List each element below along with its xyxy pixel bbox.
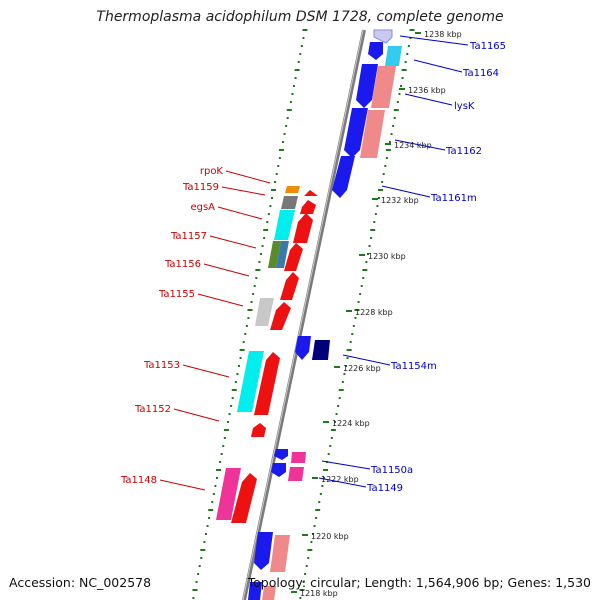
gene-ta1157-b[interactable] <box>276 241 289 268</box>
label-ta1165[interactable]: Ta1165 <box>469 41 506 52</box>
scale-tick-label: 1232 kbp <box>381 196 419 205</box>
right-labels: Ta1165 Ta1164 lysK Ta1162 Ta1161m Ta1154… <box>366 41 506 494</box>
scale-tick-label: 1222 kbp <box>321 475 359 484</box>
label-egsa[interactable]: egsA <box>190 202 215 213</box>
scale-tick-label: 1230 kbp <box>368 252 406 261</box>
label-lysk[interactable]: lysK <box>454 101 475 112</box>
label-ta1155[interactable]: Ta1155 <box>158 289 195 300</box>
gene-ta1153[interactable] <box>237 351 264 412</box>
gene-ta1150a-b[interactable] <box>291 452 306 463</box>
scale-tick-label: 1220 kbp <box>311 532 349 541</box>
gene-egsa[interactable] <box>274 210 295 240</box>
gene-ta1155-arrow[interactable] <box>280 272 299 300</box>
gene-ta1148[interactable] <box>216 468 241 520</box>
label-ta1153[interactable]: Ta1153 <box>143 360 180 371</box>
left-labels: rpoK Ta1159 egsA Ta1157 Ta1156 Ta1155 Ta… <box>120 166 223 486</box>
gene-track <box>216 29 402 600</box>
gene-ta1150a[interactable] <box>274 449 288 460</box>
left-tick-track <box>192 29 308 599</box>
gene-lysk-b[interactable] <box>371 66 396 108</box>
scale-labels: 1238 kbp 1236 kbp 1234 kbp 1232 kbp 1230 kbp… <box>291 30 462 598</box>
gene-ta1155[interactable] <box>255 298 274 326</box>
scale-tick-label: 1218 kbp <box>300 589 338 598</box>
label-rpok[interactable]: rpoK <box>200 166 224 177</box>
label-ta1152[interactable]: Ta1152 <box>134 404 171 415</box>
scale-tick-label: 1236 kbp <box>408 86 446 95</box>
label-ta1157[interactable]: Ta1157 <box>170 231 207 242</box>
gene-ta1159-arrow[interactable] <box>300 200 316 214</box>
label-ta1161m[interactable]: Ta1161m <box>430 193 477 204</box>
gene-ta1157-a[interactable] <box>268 241 281 268</box>
scale-tick-label: 1238 kbp <box>424 30 462 39</box>
gene-ta1149-b[interactable] <box>288 467 304 481</box>
gene-ta1156[interactable] <box>284 243 303 271</box>
scale-tick-label: 1234 kbp <box>394 141 432 150</box>
map-title: Thermoplasma acidophilum DSM 1728, compl… <box>96 9 504 25</box>
scale-tick-label: 1226 kbp <box>343 364 381 373</box>
gene-1220-a[interactable] <box>254 532 273 570</box>
label-ta1156[interactable]: Ta1156 <box>164 259 201 270</box>
label-ta1149[interactable]: Ta1149 <box>366 483 403 494</box>
gene-ta1152[interactable] <box>251 423 266 437</box>
gene-lysk-a[interactable] <box>356 64 378 108</box>
gene-1220-b[interactable] <box>270 535 290 572</box>
gene-egsa-arrow[interactable] <box>293 213 313 243</box>
gene-ta1154m-a[interactable] <box>295 336 311 360</box>
gene-ta1149[interactable] <box>271 463 286 477</box>
gene-bottom-a[interactable] <box>248 582 262 600</box>
gene-ta1153-arrow[interactable] <box>254 352 280 415</box>
genome-backbone <box>242 29 366 600</box>
scale-tick-label: 1228 kbp <box>355 308 393 317</box>
accession-text: Accession: NC_002578 <box>9 575 152 590</box>
gene-ta1161m[interactable] <box>332 156 355 198</box>
gene-bottom-b[interactable] <box>262 586 276 600</box>
gene-ta1164-b[interactable] <box>385 46 402 66</box>
label-ta1154m[interactable]: Ta1154m <box>390 361 437 372</box>
label-ta1162[interactable]: Ta1162 <box>445 146 482 157</box>
gene-rpok[interactable] <box>285 186 300 193</box>
gene-rpok-arrow[interactable] <box>304 190 318 196</box>
gene-ta1165[interactable] <box>373 29 393 44</box>
right-label-leaders <box>318 35 469 488</box>
label-ta1159[interactable]: Ta1159 <box>182 182 219 193</box>
gene-ta1162-b[interactable] <box>360 110 385 158</box>
gene-ta1159[interactable] <box>281 196 298 209</box>
label-ta1164[interactable]: Ta1164 <box>462 68 499 79</box>
gene-ta1155-b[interactable] <box>270 302 291 330</box>
gene-ta1148-arrow[interactable] <box>231 473 257 523</box>
gene-ta1154m-b[interactable] <box>312 340 330 360</box>
genome-summary: Topology: circular; Length: 1,564,906 bp… <box>247 575 591 590</box>
label-ta1148[interactable]: Ta1148 <box>120 475 157 486</box>
gene-ta1162-a[interactable] <box>344 108 368 158</box>
left-label-leaders <box>159 170 271 491</box>
right-tick-track <box>299 29 415 599</box>
label-ta1150a[interactable]: Ta1150a <box>370 465 413 476</box>
gene-ta1164-a[interactable] <box>368 42 383 60</box>
scale-tick-label: 1224 kbp <box>332 419 370 428</box>
